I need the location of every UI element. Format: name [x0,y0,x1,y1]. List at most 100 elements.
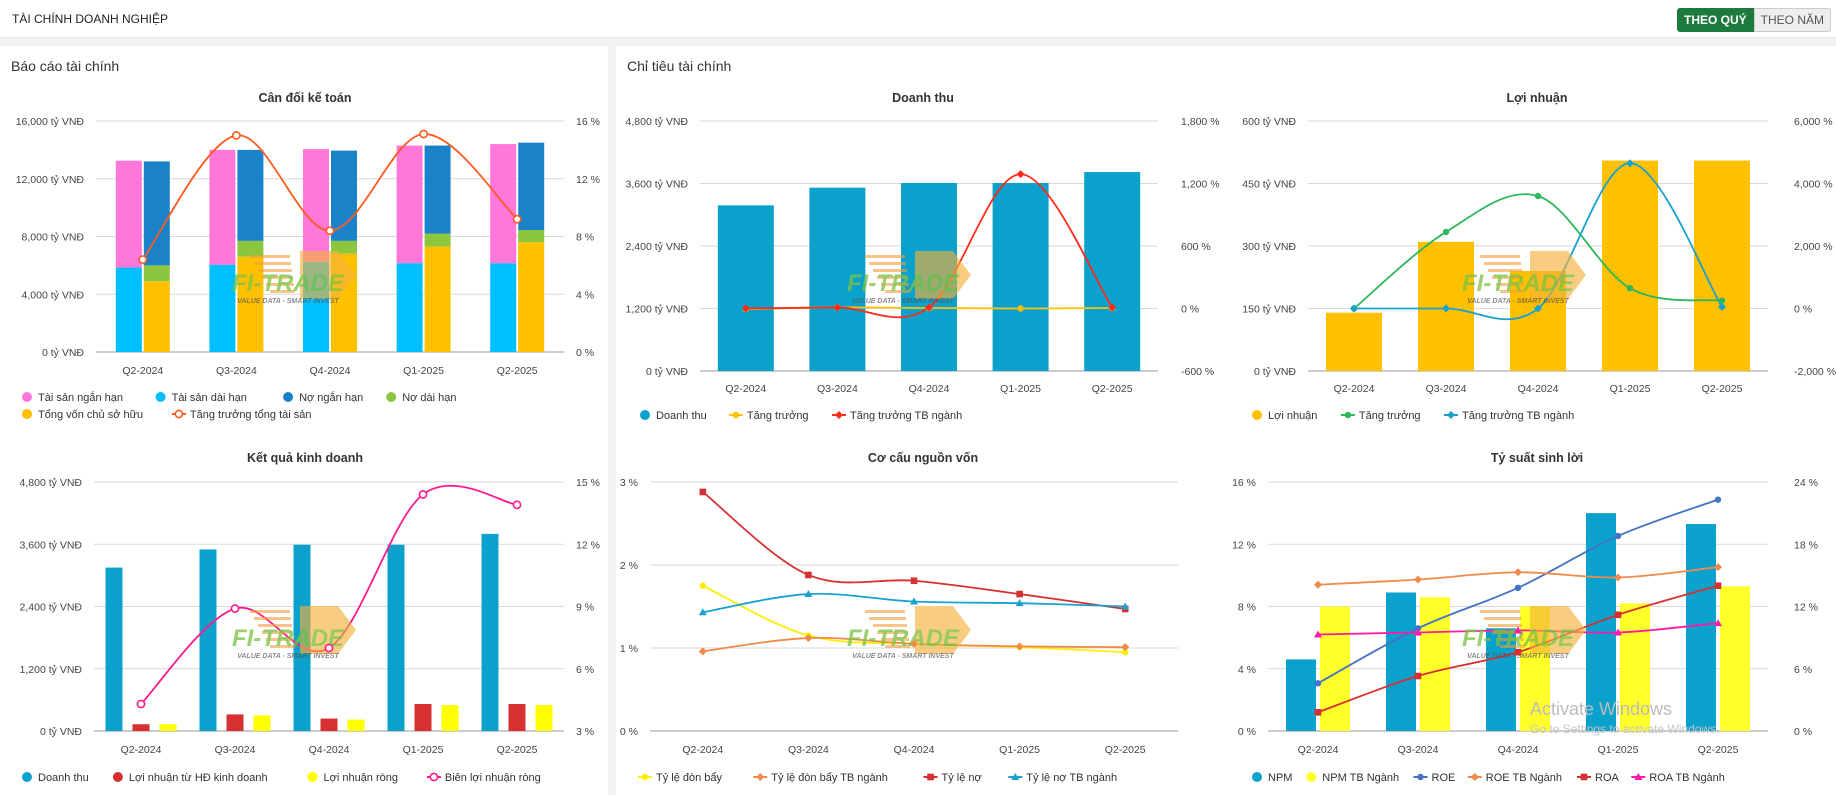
watermark-logo: FI-TRADE [847,270,960,297]
y-tick-left: 4,000 tỷ VNĐ [22,289,85,301]
legend-swatch [112,772,123,782]
line-point [419,129,428,139]
y-tick-left: 0 tỷ VNĐ [1254,366,1296,378]
chart-title: Lợi nhuận [1507,91,1568,105]
x-tick-label: Q4-2024 [909,383,950,395]
bar-segment [518,142,545,231]
line-point [1614,532,1622,540]
legend-label: Tăng trưởng TB ngành [1462,410,1574,422]
watermark-stripe [1496,283,1524,286]
x-tick-label: Q3-2024 [1426,383,1467,395]
y-tick-left: 0 tỷ VNĐ [646,366,688,378]
watermark-stripe [1492,276,1523,279]
watermark-slogan: VALUE DATA - SMART INVEST [852,653,954,660]
line-point [910,639,918,648]
watermark-arrow [300,251,356,299]
line-point [1414,628,1422,636]
x-tick-label: Q3-2024 [216,365,257,377]
x-tick-label: Q4-2024 [1498,744,1539,756]
chart-c1: Cân đối kế toán 0 tỷ VNĐ 0 % 4,000 tỷ VNĐ 4 … [16,91,600,421]
line-point [1314,680,1322,687]
legend-label: Doanh thu [656,410,707,422]
chart-c3: Lợi nhuận 0 tỷ VNĐ -2,000 % 150 tỷ VNĐ 0 % 30… [1242,91,1836,422]
watermark-stripe [869,262,906,265]
x-tick-label: Q1-2025 [1598,744,1639,756]
y-tick-right: 4,000 % [1794,179,1833,191]
y-tick-left: 1 % [620,643,638,655]
line-point [231,131,241,140]
quarter-button[interactable]: THEO QUÝ [1676,8,1754,32]
watermark-stripe [1484,617,1521,620]
x-tick-label: Q4-2024 [1518,383,1559,395]
x-tick-label: Q3-2024 [817,383,858,395]
y-tick-right: 18 % [1794,539,1818,551]
chart-title: Tỷ suất sinh lời [1491,451,1583,465]
y-tick-right: -2,000 % [1794,366,1836,378]
legend-label: Biên lợi nhuận ròng [445,772,541,784]
bar-segment [424,233,451,247]
y-tick-left: 16,000 tỷ VNĐ [16,116,85,128]
watermark-logo: FI-TRADE [1462,270,1575,297]
chart-title: Doanh thu [892,91,954,105]
bar-segment [143,281,170,352]
x-tick-label: Q2-2024 [725,383,766,395]
bar [159,724,177,731]
watermark-stripe [1484,262,1521,265]
line-point [1122,648,1129,656]
line-point [230,604,240,613]
chart-c5: Cơ cấu nguồn vốn 0 % 1 % 2 % 3 % Q2-2024 Q3-20… [620,451,1178,784]
line-point [698,608,707,616]
y-tick-right: 4 % [576,289,594,301]
bar-segment [209,149,236,265]
x-tick-label: Q3-2024 [788,744,829,756]
bar [226,714,244,731]
line-point [1626,284,1634,292]
line-point [805,571,812,579]
line-point [1534,304,1542,313]
watermark-stripe [1500,290,1525,293]
bar [1686,524,1716,731]
x-tick-label: Q2-2024 [121,744,162,756]
line-point [324,643,334,653]
x-tick-label: Q2-2025 [1105,744,1146,756]
bar-segment [396,263,423,352]
bar-segment [143,265,170,282]
bar [481,533,499,731]
y-tick-left: 0 % [1238,726,1256,738]
y-tick-left: 0 tỷ VNĐ [40,726,82,738]
watermark-stripe [258,269,292,272]
x-tick-label: Q2-2025 [1698,744,1739,756]
bar [1286,659,1316,731]
bar-segment [237,256,264,352]
line-point [1121,643,1130,652]
y-tick-right: 24 % [1794,477,1818,489]
line-point [925,303,933,312]
line-point [325,226,335,236]
bar [414,704,432,731]
watermark-logo: FI-TRADE [847,625,960,652]
watermark-slogan: VALUE DATA - SMART INVEST [1467,298,1569,305]
bar-segment [209,264,236,352]
line-point [1714,619,1722,627]
watermark-slogan: VALUE DATA - SMART INVEST [1467,653,1569,660]
y-tick-right: 12 % [1794,602,1818,614]
legend-label: Tài sản dài hạn [172,392,247,404]
legend-marker [429,772,439,782]
y-tick-right: 3 % [576,726,594,738]
legend-swatch [22,772,32,782]
bar [253,715,271,731]
line-point [833,303,842,312]
year-button[interactable]: THEO NĂM [1753,8,1831,32]
legend-marker [1011,773,1020,780]
bar-segment [424,145,451,234]
legend-label: Tỷ lệ đòn bẩy TB ngành [771,772,888,784]
watermark-arrow [915,251,971,299]
y-tick-left: 3 % [620,477,638,489]
legend-marker [927,773,934,781]
y-tick-left: 4,800 tỷ VNĐ [626,116,689,128]
watermark-stripe [250,255,290,258]
line-point [1718,302,1726,311]
legend-label: ROE TB Ngành [1486,772,1562,784]
